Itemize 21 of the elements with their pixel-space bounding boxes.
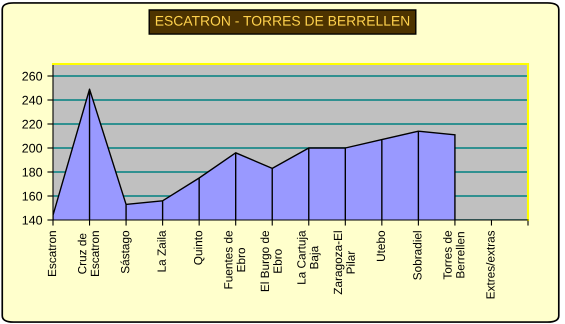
x-tick-label: Cruz de Escatron xyxy=(78,231,100,276)
x-tick-label: La Cartuja Baja xyxy=(296,230,321,284)
y-tick-label: 160 xyxy=(22,192,42,201)
x-tick-label: La Zaila xyxy=(157,230,166,272)
x-tick-label: El Burgo de Ebro xyxy=(260,230,282,292)
y-tick-label: 220 xyxy=(22,120,42,129)
y-tick-label: 140 xyxy=(22,216,42,225)
x-tick-label: Zaragoza-El Pilar xyxy=(333,231,355,294)
x-tick-label: Fuentes de Ebro xyxy=(224,230,246,289)
y-tick-label: 260 xyxy=(22,72,42,81)
y-tick-label: 240 xyxy=(22,96,42,105)
x-tick-label: Quinto xyxy=(194,230,204,265)
x-tick-label: Escatron xyxy=(48,231,56,276)
chart-title: ESCATRON - TORRES DE BERRELLEN xyxy=(156,16,410,26)
x-tick-label: Utebo xyxy=(376,230,386,262)
y-tick-label: 200 xyxy=(22,144,42,153)
x-tick-label: Torres de Berrellen xyxy=(443,230,464,280)
x-tick-label: Extres/extras xyxy=(486,230,495,298)
y-tick-label: 180 xyxy=(22,168,42,177)
x-tick-label: Sástago xyxy=(120,230,132,274)
x-tick-label: Sobradiel xyxy=(412,231,422,280)
